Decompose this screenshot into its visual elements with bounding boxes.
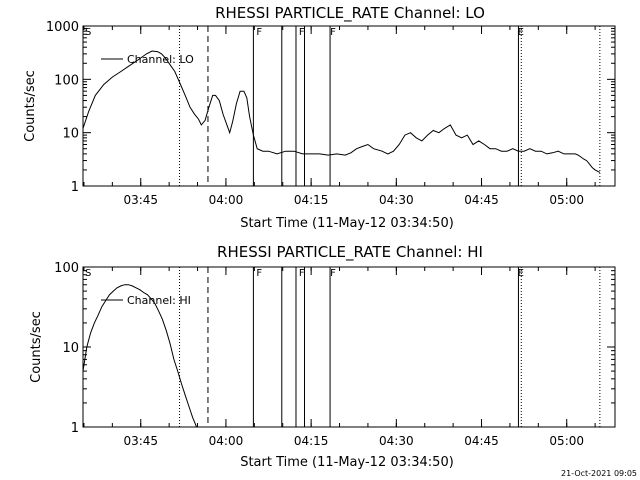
lo-flag-f-1: F (256, 27, 262, 38)
lo-channel-panel: RHESSI PARTICLE_RATE Channel: LO Counts/… (23, 4, 616, 231)
lo-flag-e-4: E (518, 27, 524, 38)
lo-flag-f-2: F (299, 27, 305, 38)
hi-flag-s-0: S (85, 268, 91, 279)
hi-chart-title: RHESSI PARTICLE_RATE Channel: HI (217, 243, 483, 262)
hi-y-tick-label-1: 10 (62, 341, 79, 356)
lo-y-axis-label: Counts/sec (23, 70, 38, 142)
lo-x-tick-label-2: 04:15 (294, 193, 329, 207)
hi-legend-label: Channel: HI (127, 294, 191, 307)
hi-x-tick-label-2: 04:15 (294, 434, 329, 448)
hi-x-tick-label-3: 04:30 (379, 434, 414, 448)
lo-x-tick-label-4: 04:45 (464, 193, 499, 207)
hi-flag-f-1: F (256, 268, 262, 279)
hi-x-axis-label: Start Time (11-May-12 03:34:50) (240, 455, 454, 470)
hi-flag-f-3: F (330, 268, 336, 279)
hi-x-tick-label-4: 04:45 (464, 434, 499, 448)
hi-y-axis-label: Counts/sec (29, 311, 44, 383)
lo-x-tick-label-0: 03:45 (123, 193, 158, 207)
lo-flag-f-3: F (330, 27, 336, 38)
hi-flag-f-2: F (299, 268, 305, 279)
hi-x-tick-label-5: 05:00 (549, 434, 584, 448)
hi-channel-panel: RHESSI PARTICLE_RATE Channel: HI Counts/… (29, 243, 616, 470)
generation-timestamp: 21-Oct-2021 09:05 (561, 469, 637, 478)
lo-chart-title: RHESSI PARTICLE_RATE Channel: LO (215, 4, 485, 23)
lo-x-tick-label-3: 04:30 (379, 193, 414, 207)
hi-plot-frame (82, 266, 616, 428)
hi-x-tick-label-1: 04:00 (209, 434, 244, 448)
lo-x-axis-label: Start Time (11-May-12 03:34:50) (240, 216, 454, 231)
hi-x-tick-label-0: 03:45 (123, 434, 158, 448)
hi-chart-marks: S F F F E 03:45 04:00 04:15 04:30 04:45 05:00 1 10 10… (54, 261, 615, 448)
lo-y-tick-label-1: 10 (62, 127, 79, 142)
hi-series-line-0 (82, 284, 198, 428)
lo-chart-marks: S F F F E 03:45 04:00 04:15 04:30 04:45 05:00 1 10 10… (46, 20, 615, 207)
lo-y-tick-label-0: 1 (71, 180, 79, 195)
lo-legend-label: Channel: LO (127, 53, 194, 66)
hi-flag-e-4: E (518, 268, 524, 279)
lo-y-tick-label-3: 1000 (46, 20, 79, 35)
hi-y-tick-label-2: 100 (54, 261, 79, 276)
hi-y-tick-label-0: 1 (71, 421, 79, 436)
lo-series-line-0 (82, 50, 601, 173)
lo-y-tick-label-2: 100 (54, 73, 79, 88)
lo-x-tick-label-5: 05:00 (549, 193, 584, 207)
lo-x-tick-label-1: 04:00 (209, 193, 244, 207)
lo-plot-frame (82, 25, 616, 187)
lo-flag-s-0: S (85, 27, 91, 38)
